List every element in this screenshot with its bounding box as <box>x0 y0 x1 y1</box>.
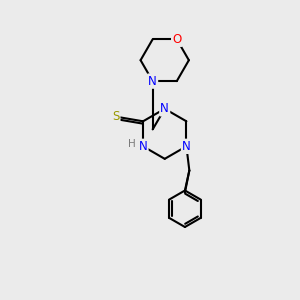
Text: O: O <box>172 33 182 46</box>
Text: N: N <box>139 140 147 153</box>
Text: H: H <box>128 139 136 149</box>
Text: N: N <box>160 102 169 115</box>
Text: N: N <box>148 75 157 88</box>
Text: S: S <box>112 110 119 123</box>
Text: N: N <box>182 140 191 153</box>
